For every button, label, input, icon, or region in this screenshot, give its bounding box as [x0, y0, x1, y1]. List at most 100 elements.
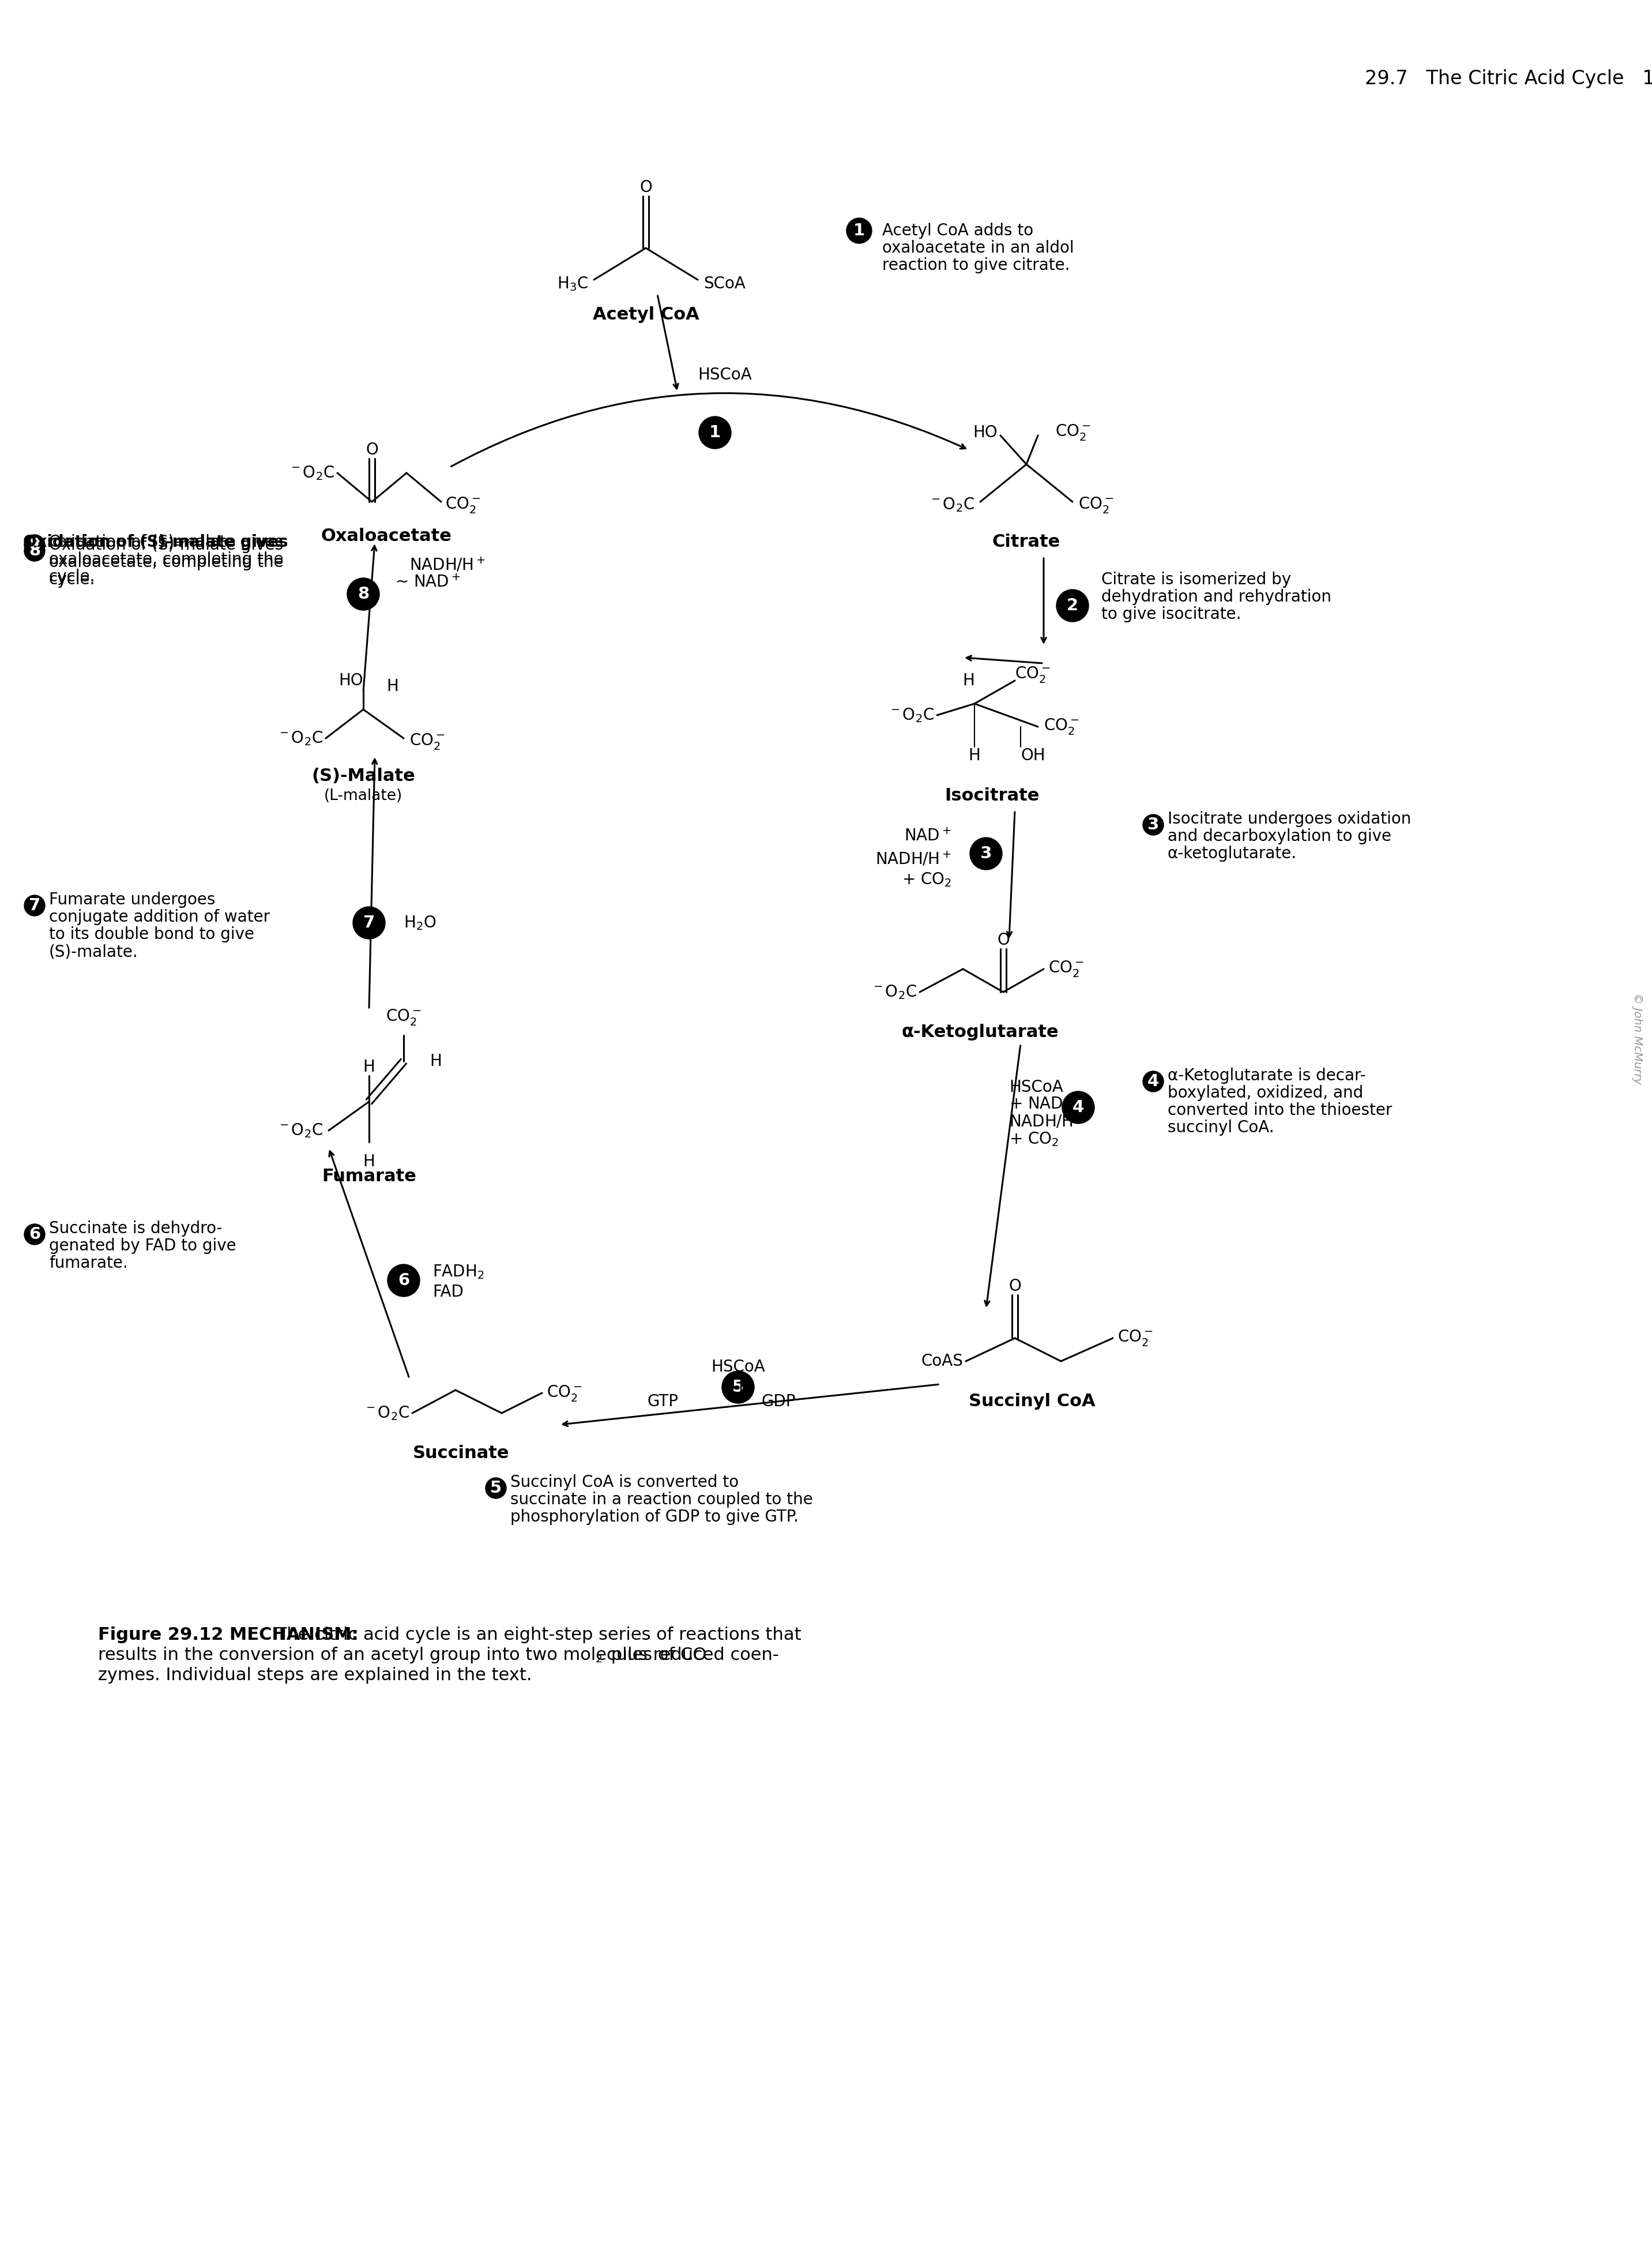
Text: oxaloacetate in an aldol: oxaloacetate in an aldol: [882, 240, 1074, 256]
Text: 29.7   The Citric Acid Cycle   1155: 29.7 The Citric Acid Cycle 1155: [1365, 70, 1652, 88]
Text: $^-$O$_2$C: $^-$O$_2$C: [278, 730, 322, 748]
Text: 6: 6: [398, 1273, 410, 1289]
Text: CO$_2^-$: CO$_2^-$: [444, 494, 481, 514]
Circle shape: [25, 1224, 45, 1244]
Text: reaction to give citrate.: reaction to give citrate.: [882, 258, 1070, 274]
Text: CO$_2^-$: CO$_2^-$: [1044, 716, 1079, 737]
Text: $^-$O$_2$C: $^-$O$_2$C: [363, 1404, 410, 1422]
Text: Citrate: Citrate: [993, 535, 1061, 550]
Text: (L-malate): (L-malate): [324, 788, 403, 804]
Text: boxylated, oxidized, and: boxylated, oxidized, and: [1168, 1085, 1363, 1101]
Text: succinyl CoA.: succinyl CoA.: [1168, 1119, 1274, 1136]
Text: (S)-malate.: (S)-malate.: [50, 943, 139, 959]
Text: Oxidation of (S)-malate gives: Oxidation of (S)-malate gives: [50, 535, 282, 550]
Text: $_2$: $_2$: [595, 1649, 603, 1664]
Text: OH: OH: [1021, 748, 1046, 764]
Text: H$_2$O: H$_2$O: [403, 914, 436, 932]
Circle shape: [1143, 1071, 1163, 1092]
Text: cycle.: cycle.: [50, 568, 96, 584]
Text: CO$_2^-$: CO$_2^-$: [1079, 494, 1113, 514]
Text: α-ketoglutarate.: α-ketoglutarate.: [1168, 844, 1297, 862]
Text: and decarboxylation to give: and decarboxylation to give: [1168, 829, 1391, 844]
Text: + NAD$^+$: + NAD$^+$: [1009, 1096, 1074, 1112]
Circle shape: [1056, 588, 1089, 622]
Text: CO$_2^-$: CO$_2^-$: [410, 732, 444, 750]
Text: Oxidation of (S)-malate gives: Oxidation of (S)-malate gives: [50, 537, 282, 553]
Text: H: H: [363, 1058, 375, 1076]
Circle shape: [486, 1478, 506, 1498]
Text: α-Ketoglutarate is decar-: α-Ketoglutarate is decar-: [1168, 1067, 1366, 1085]
Circle shape: [354, 907, 385, 939]
Circle shape: [699, 416, 732, 449]
Text: H: H: [963, 672, 975, 690]
Text: CO$_2^-$: CO$_2^-$: [1049, 959, 1084, 979]
Text: $^-$O$_2$C: $^-$O$_2$C: [278, 1123, 322, 1139]
Text: 7: 7: [28, 898, 40, 914]
Text: succinate in a reaction coupled to the: succinate in a reaction coupled to the: [510, 1491, 813, 1507]
Text: 3: 3: [1148, 818, 1160, 833]
Text: H: H: [968, 748, 981, 764]
Text: GDP: GDP: [762, 1393, 796, 1410]
Text: + CO$_2$: + CO$_2$: [1009, 1130, 1059, 1148]
Text: cycle.: cycle.: [50, 570, 96, 588]
Text: CO$_2^-$: CO$_2^-$: [1056, 422, 1090, 442]
Text: Figure 29.12 MECHANISM:: Figure 29.12 MECHANISM:: [97, 1626, 358, 1644]
Text: O: O: [1009, 1278, 1021, 1294]
Text: 3: 3: [980, 844, 991, 862]
Text: genated by FAD to give: genated by FAD to give: [50, 1238, 236, 1253]
Text: α-Ketoglutarate: α-Ketoglutarate: [902, 1024, 1059, 1040]
Text: 7: 7: [363, 914, 375, 930]
Text: NAD$^+$: NAD$^+$: [904, 829, 952, 844]
Text: 4: 4: [1072, 1098, 1084, 1116]
Circle shape: [1143, 815, 1163, 836]
Text: zymes. Individual steps are explained in the text.: zymes. Individual steps are explained in…: [97, 1667, 532, 1684]
Text: HO: HO: [339, 672, 363, 690]
Text: Fumarate: Fumarate: [322, 1168, 416, 1186]
Text: H$_3$C: H$_3$C: [557, 276, 588, 292]
Text: HSCoA: HSCoA: [1009, 1078, 1064, 1096]
Text: Oxaloacetate: Oxaloacetate: [320, 528, 451, 546]
Text: HSCoA: HSCoA: [697, 366, 752, 384]
Circle shape: [970, 838, 1003, 869]
Text: Acetyl CoA: Acetyl CoA: [593, 305, 699, 323]
Text: $^-$O$_2$C: $^-$O$_2$C: [889, 707, 933, 723]
Text: 6: 6: [28, 1226, 40, 1242]
Text: HO: HO: [973, 424, 998, 440]
Text: GTP: GTP: [648, 1393, 679, 1410]
Text: 8: 8: [28, 537, 40, 553]
Text: P$_i$: P$_i$: [738, 1379, 752, 1395]
Text: © John McMurry: © John McMurry: [1632, 993, 1644, 1085]
Text: oxaloacetate, completing the: oxaloacetate, completing the: [50, 553, 284, 568]
Text: CO$_2^-$: CO$_2^-$: [387, 1008, 421, 1026]
Text: CO$_2^-$: CO$_2^-$: [1117, 1330, 1153, 1348]
Text: The citric acid cycle is an eight-step series of reactions that: The citric acid cycle is an eight-step s…: [271, 1626, 801, 1644]
Text: CO$_2^-$: CO$_2^-$: [547, 1384, 582, 1402]
Text: 5: 5: [491, 1480, 502, 1496]
Circle shape: [25, 535, 45, 555]
Text: O: O: [639, 180, 653, 195]
Text: Isocitrate undergoes oxidation: Isocitrate undergoes oxidation: [1168, 811, 1411, 827]
Text: CO$_2^-$: CO$_2^-$: [1014, 665, 1051, 685]
Text: SCoA: SCoA: [704, 276, 745, 292]
Text: oxaloacetate, completing the: oxaloacetate, completing the: [50, 555, 284, 570]
Text: H: H: [387, 678, 398, 694]
Text: $^-$O$_2$C: $^-$O$_2$C: [871, 984, 917, 1002]
Text: HSCoA: HSCoA: [710, 1359, 765, 1375]
Circle shape: [388, 1264, 420, 1296]
Text: dehydration and rehydration: dehydration and rehydration: [1102, 588, 1332, 604]
Text: O: O: [365, 442, 378, 458]
Text: Isocitrate: Isocitrate: [945, 788, 1039, 804]
Text: FADH$_2$: FADH$_2$: [433, 1262, 484, 1280]
Circle shape: [722, 1370, 755, 1404]
Circle shape: [1062, 1092, 1094, 1123]
Text: 1: 1: [709, 424, 720, 440]
Circle shape: [846, 218, 872, 243]
Text: conjugate addition of water: conjugate addition of water: [50, 910, 269, 925]
Text: NADH/H$^+$: NADH/H$^+$: [410, 557, 486, 573]
Text: results in the conversion of an acetyl group into two molecules of CO: results in the conversion of an acetyl g…: [97, 1646, 707, 1664]
Text: Fumarate undergoes: Fumarate undergoes: [50, 892, 215, 907]
Text: Acetyl CoA adds to: Acetyl CoA adds to: [882, 222, 1034, 238]
Text: H: H: [363, 1154, 375, 1170]
Text: fumarate.: fumarate.: [50, 1256, 127, 1271]
Text: Oxidation of (S)-malate gives: Oxidation of (S)-malate gives: [23, 535, 287, 550]
